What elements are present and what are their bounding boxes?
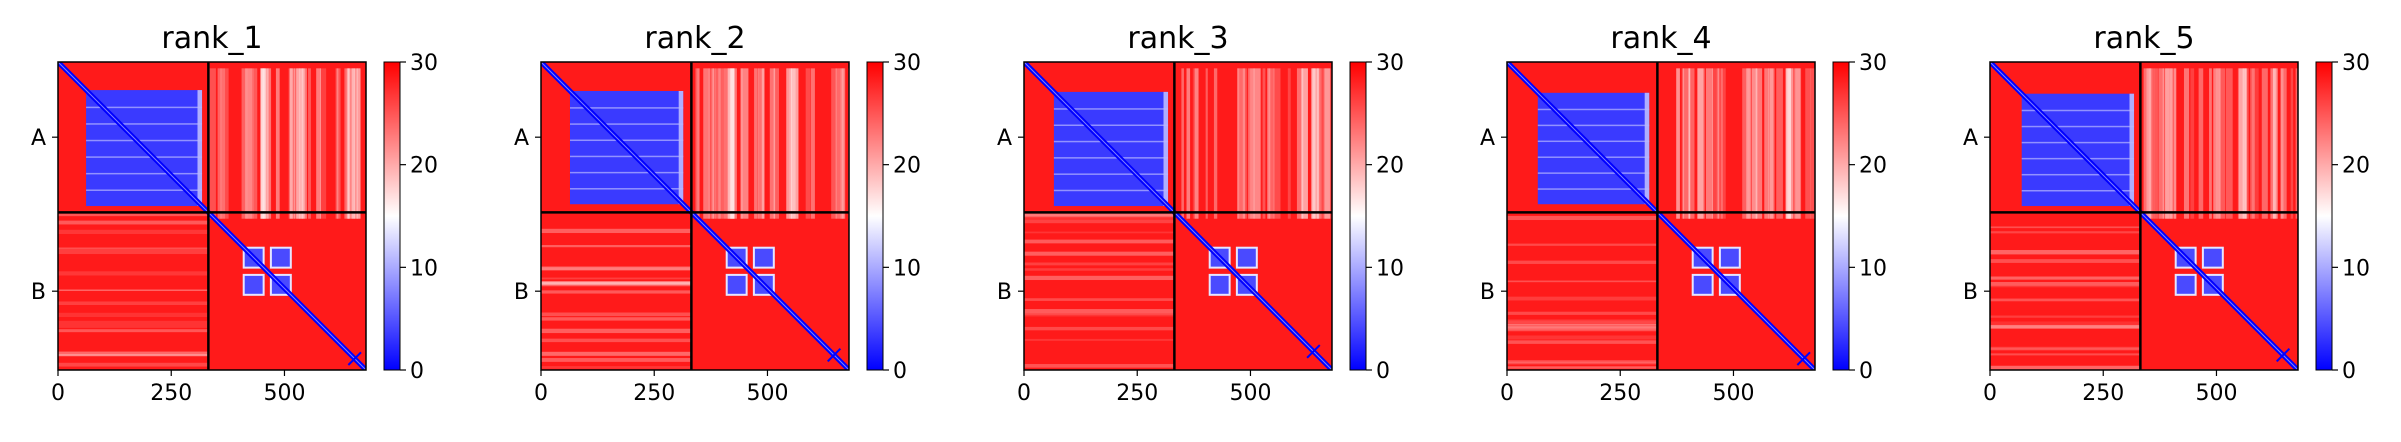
colorbar-tick-label: 20 bbox=[410, 154, 438, 179]
colorbar bbox=[866, 61, 884, 371]
colorbar-tick-label: 0 bbox=[410, 359, 424, 384]
axes-frame bbox=[1989, 61, 2299, 371]
colorbar-tick-label: 0 bbox=[2342, 359, 2356, 384]
chain-label-A: A bbox=[31, 126, 46, 151]
colorbar bbox=[2315, 61, 2333, 371]
x-tick-label: 500 bbox=[2195, 381, 2237, 406]
x-tick-label: 0 bbox=[51, 381, 65, 406]
colorbar-tick-label: 30 bbox=[1376, 51, 1404, 76]
axes-frame bbox=[540, 61, 850, 371]
pae-panel-1: rank_1 0 250 500 A B 0 10 20 30 bbox=[31, 21, 438, 406]
heatmap-image bbox=[541, 62, 849, 370]
x-tick-label: 500 bbox=[263, 381, 305, 406]
x-tick-label: 0 bbox=[534, 381, 548, 406]
axes-frame bbox=[57, 61, 367, 371]
colorbar-tick-label: 10 bbox=[1376, 256, 1404, 281]
colorbar bbox=[1349, 61, 1367, 371]
colorbar-tick-label: 0 bbox=[1376, 359, 1390, 384]
colorbar bbox=[383, 61, 401, 371]
panel-title: rank_3 bbox=[1127, 21, 1228, 56]
x-tick-label: 0 bbox=[1017, 381, 1031, 406]
x-tick-label: 250 bbox=[1599, 381, 1641, 406]
panel-title: rank_2 bbox=[644, 21, 745, 56]
colorbar-tick-label: 0 bbox=[893, 359, 907, 384]
colorbar-tick-label: 20 bbox=[893, 154, 921, 179]
chain-label-A: A bbox=[997, 126, 1012, 151]
colorbar-tick-label: 10 bbox=[893, 256, 921, 281]
x-tick-label: 500 bbox=[1712, 381, 1754, 406]
x-tick-label: 0 bbox=[1500, 381, 1514, 406]
x-tick-label: 500 bbox=[1229, 381, 1271, 406]
chain-label-A: A bbox=[1480, 126, 1495, 151]
heatmap-image bbox=[58, 62, 366, 370]
x-tick-label: 0 bbox=[1983, 381, 1997, 406]
panel-title: rank_1 bbox=[161, 21, 262, 56]
chain-label-B: B bbox=[31, 280, 46, 305]
panel-title: rank_5 bbox=[2093, 21, 2194, 56]
panel-title: rank_4 bbox=[1610, 21, 1711, 56]
x-tick-label: 250 bbox=[150, 381, 192, 406]
colorbar bbox=[1832, 61, 1850, 371]
heatmap-image bbox=[1990, 62, 2298, 370]
chain-label-B: B bbox=[514, 280, 529, 305]
colorbar-tick-label: 0 bbox=[1859, 359, 1873, 384]
colorbar-tick-label: 10 bbox=[410, 256, 438, 281]
chain-label-A: A bbox=[1963, 126, 1978, 151]
x-tick-label: 250 bbox=[1116, 381, 1158, 406]
heatmap-image bbox=[1024, 62, 1332, 370]
axes-frame bbox=[1023, 61, 1333, 371]
colorbar-tick-label: 10 bbox=[1859, 256, 1887, 281]
pae-panel-4: rank_4 0 250 500 A B 0 10 20 30 bbox=[1480, 21, 1887, 406]
colorbar-tick-label: 30 bbox=[410, 51, 438, 76]
colorbar-tick-label: 20 bbox=[2342, 154, 2370, 179]
colorbar-tick-label: 10 bbox=[2342, 256, 2370, 281]
colorbar-tick-label: 20 bbox=[1376, 154, 1404, 179]
x-tick-label: 500 bbox=[746, 381, 788, 406]
heatmap-image bbox=[1507, 62, 1815, 370]
axes-frame bbox=[1506, 61, 1816, 371]
chain-label-B: B bbox=[1480, 280, 1495, 305]
x-tick-label: 250 bbox=[633, 381, 675, 406]
x-tick-label: 250 bbox=[2082, 381, 2124, 406]
chain-label-B: B bbox=[997, 280, 1012, 305]
colorbar-tick-label: 30 bbox=[2342, 51, 2370, 76]
pae-panel-5: rank_5 0 250 500 A B 0 10 20 30 bbox=[1963, 21, 2370, 406]
pae-panel-3: rank_3 0 250 500 A B 0 10 20 30 bbox=[997, 21, 1404, 406]
pae-panel-2: rank_2 0 250 500 A B 0 10 20 30 bbox=[514, 21, 921, 406]
colorbar-tick-label: 20 bbox=[1859, 154, 1887, 179]
chain-label-A: A bbox=[514, 126, 529, 151]
chain-label-B: B bbox=[1963, 280, 1978, 305]
colorbar-tick-label: 30 bbox=[893, 51, 921, 76]
colorbar-tick-label: 30 bbox=[1859, 51, 1887, 76]
